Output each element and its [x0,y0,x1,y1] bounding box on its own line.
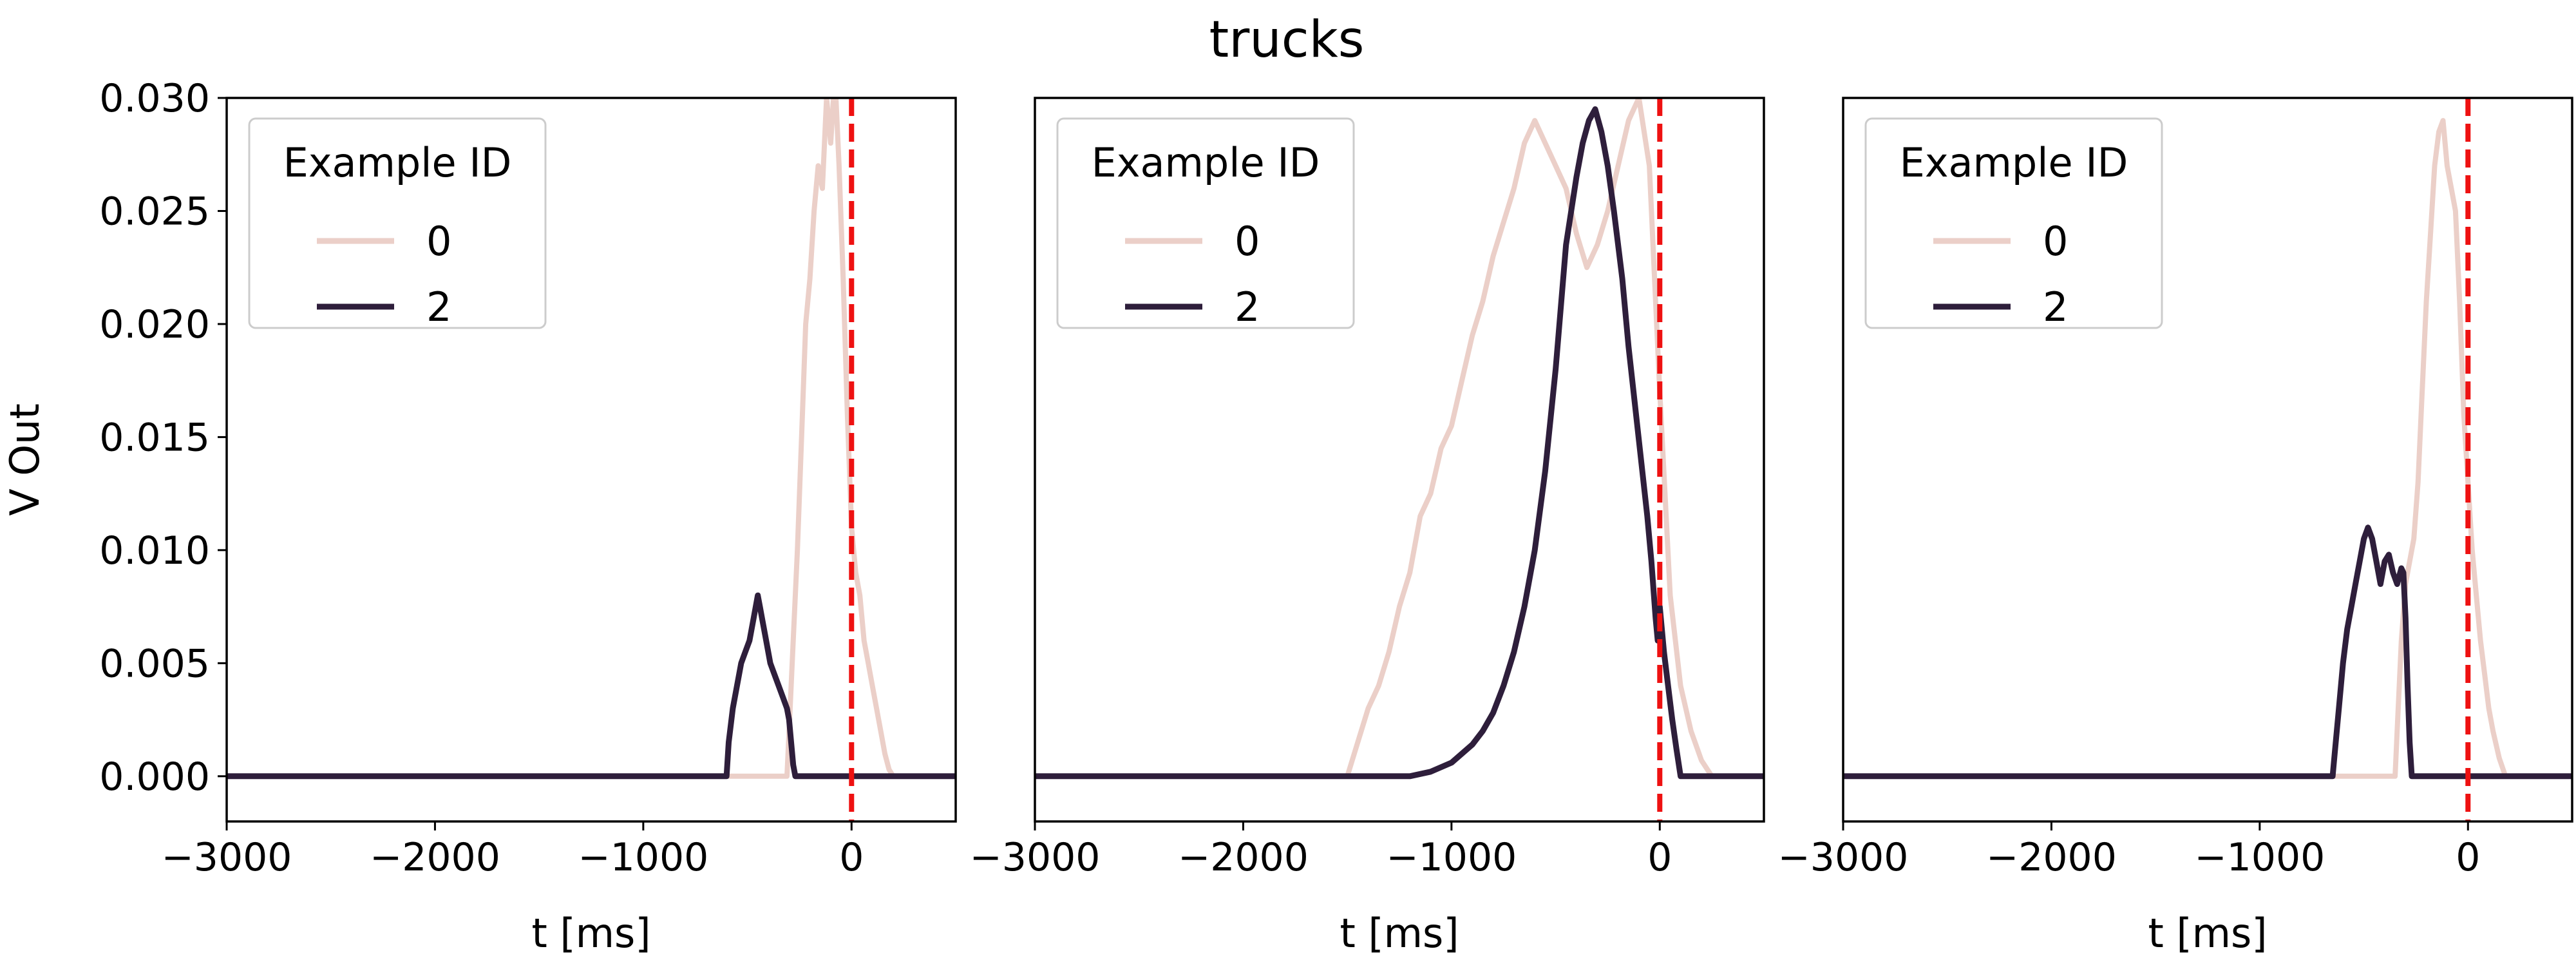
x-tick-label: −2000 [370,835,500,880]
figure-title: trucks [1209,11,1365,69]
x-axis-title: t [ms] [1340,910,1459,957]
x-tick-label: −3000 [162,835,292,880]
legend: Example ID 0 2 [1056,117,1355,331]
panel-3: −3000 −2000 −1000 0 t [ms] Example ID 0 2 [1778,97,2573,957]
legend-box [248,117,547,329]
legend-title: Example ID [1092,139,1320,186]
x-tick-label: −1000 [1386,835,1517,880]
series-line-2 [1843,524,2572,780]
series-line-2 [1035,106,1764,780]
x-tick-label: −3000 [970,835,1101,880]
y-axis-title: V Out [1,403,48,516]
panel-1: −3000 −2000 −1000 0 t [ms] 0.000 0.005 0.010 0.0… [1,76,957,957]
y-tick-label: 0.015 [99,415,210,460]
series-line-2 [227,592,956,780]
panel-2: −3000 −2000 −1000 0 t [ms] Example ID 0 2 [970,97,1765,957]
axes-frame [1034,97,1765,823]
series-line-0 [1843,118,2572,779]
legend-label-0: 0 [2043,218,2068,265]
series-line-0 [227,98,956,779]
plot-area [1843,98,2572,821]
x-tick-label: −2000 [1986,835,2117,880]
y-tick-label: 0.000 [99,754,210,800]
x-tick-label: 0 [839,835,864,880]
legend-box [1864,117,2163,329]
axes-frame [225,97,957,823]
legend-label-2: 2 [1235,283,1260,331]
legend-label-0: 0 [1235,218,1260,265]
x-tick-label: 0 [2456,835,2480,880]
y-tick-label: 0.030 [99,76,210,121]
legend-title: Example ID [1900,139,2128,186]
legend-label-2: 2 [2043,283,2068,331]
axes-frame [1842,97,2573,823]
series-line-0 [1035,98,1764,779]
x-tick-label: −1000 [578,835,708,880]
y-tick-label: 0.020 [99,302,210,347]
plot-area [1035,98,1764,821]
x-tick-label: 0 [1647,835,1672,880]
x-tick-label: −1000 [2194,835,2325,880]
legend-label-0: 0 [426,218,451,265]
y-tick-label: 0.005 [99,641,210,686]
legend: Example ID 0 2 [248,117,547,331]
legend-label-2: 2 [426,283,451,331]
legend-title: Example ID [283,139,512,186]
legend: Example ID 0 2 [1864,117,2163,331]
y-tick-label: 0.025 [99,189,210,234]
y-tick-label: 0.010 [99,528,210,573]
x-axis-title: t [ms] [531,910,650,957]
plot-area [227,98,956,821]
legend-box [1056,117,1355,329]
x-tick-label: −3000 [1778,835,1909,880]
x-tick-label: −2000 [1178,835,1309,880]
x-axis-title: t [ms] [2148,910,2267,957]
